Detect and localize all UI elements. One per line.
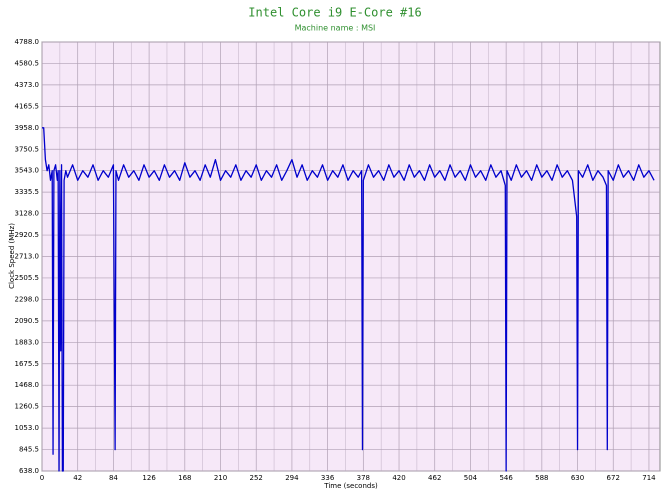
x-tick-label: 588 [535,474,548,482]
y-tick-label: 2090.5 [15,317,40,325]
y-tick-label: 638.0 [19,467,39,475]
y-tick-label: 4373.0 [15,81,40,89]
x-tick-label: 252 [250,474,263,482]
x-tick-label: 546 [499,474,513,482]
x-tick-label: 420 [392,474,405,482]
x-tick-label: 294 [285,474,299,482]
y-tick-label: 2298.0 [15,295,40,303]
y-tick-label: 3128.0 [15,210,40,218]
y-tick-label: 3750.5 [15,145,40,153]
x-tick-label: 630 [571,474,584,482]
y-tick-label: 2505.5 [15,274,40,282]
y-tick-label: 1883.0 [15,338,40,346]
y-tick-label: 3335.5 [15,188,40,196]
y-tick-label: 4580.5 [15,59,40,67]
x-tick-label: 126 [142,474,156,482]
x-tick-label: 714 [642,474,656,482]
x-tick-label: 210 [214,474,227,482]
y-axis-label: Clock Speed (MHz) [8,223,16,289]
x-tick-label: 672 [607,474,620,482]
data-line [42,127,655,472]
x-axis-label: Time (seconds) [323,482,378,490]
y-tick-label: 1260.5 [15,403,40,411]
y-tick-label: 1053.0 [15,424,40,432]
y-tick-label: 4788.0 [15,38,40,46]
x-tick-label: 168 [178,474,191,482]
chart-subtitle: Machine name : MSI [295,24,376,33]
y-tick-label: 2920.5 [15,231,40,239]
x-tick-label: 462 [428,474,441,482]
x-tick-label: 0 [40,474,44,482]
y-tick-label: 2713.0 [15,253,40,261]
y-tick-label: 3543.0 [15,167,40,175]
y-tick-label: 3958.0 [15,124,40,132]
x-tick-label: 336 [321,474,335,482]
chart-title: Intel Core i9 E-Core #16 [248,6,421,20]
x-tick-label: 378 [357,474,370,482]
y-tick-label: 1468.0 [15,381,40,389]
y-tick-label: 1675.5 [15,360,40,368]
x-tick-label: 42 [73,474,82,482]
y-tick-label: 845.5 [19,446,39,454]
y-tick-label: 4165.5 [15,102,40,110]
x-tick-label: 84 [109,474,118,482]
x-tick-label: 504 [464,474,478,482]
